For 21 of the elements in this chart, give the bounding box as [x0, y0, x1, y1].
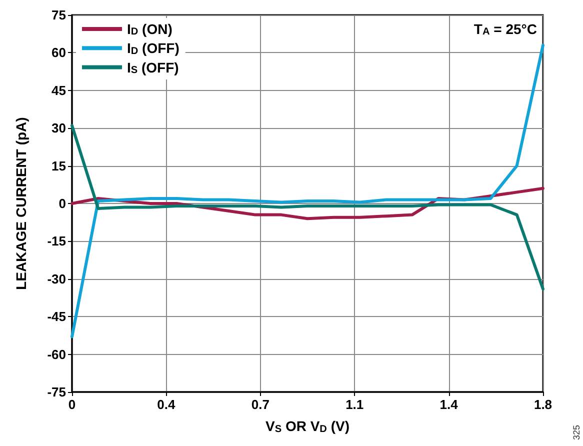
x-tick-label: 0 — [68, 397, 76, 412]
x-tick-label: 0.4 — [157, 397, 176, 412]
y-tick-label: -30 — [47, 271, 66, 286]
y-tick-label: 0 — [58, 196, 66, 211]
y-tick-label: -75 — [47, 384, 66, 400]
x-tick-label: 0.7 — [251, 397, 270, 412]
y-tick-label: -45 — [47, 309, 66, 324]
text: 325 — [572, 424, 582, 440]
line-series — [70, 124, 544, 290]
x-tick-label: 1.1 — [346, 397, 364, 412]
y-tick-label: 15 — [52, 158, 66, 174]
x-tick-label: 1.4 — [440, 397, 459, 412]
y-tick-label: 45 — [52, 82, 66, 98]
line-series — [70, 44, 544, 338]
y-axis-title: LEAKAGE CURRENT (pA) — [13, 117, 29, 290]
y-tick-label: 30 — [52, 120, 66, 136]
y-tick-label: 60 — [52, 45, 66, 60]
y-tick-label: -60 — [47, 346, 66, 362]
x-tick-label: 1.8 — [534, 397, 552, 412]
y-tick-label: -15 — [47, 234, 66, 249]
y-tick-label: 75 — [52, 8, 66, 22]
